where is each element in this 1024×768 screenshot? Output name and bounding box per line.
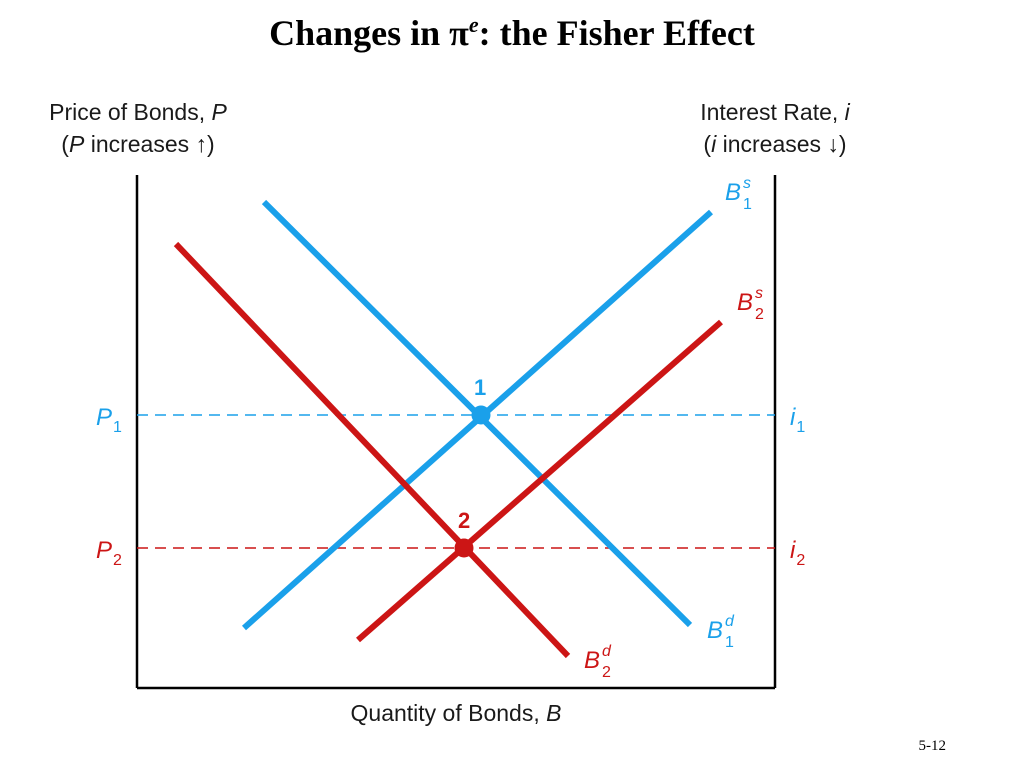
equilibrium-point-1: [471, 405, 491, 425]
svg-text:d: d: [602, 643, 612, 660]
svg-text:2: 2: [602, 664, 611, 681]
slide-number: 5-12: [918, 738, 947, 754]
equilibrium-point-2: [454, 538, 474, 558]
svg-text:B: B: [737, 289, 753, 316]
b1d-label: B d 1: [707, 613, 735, 651]
p2-label: P2: [96, 537, 122, 569]
p1-label: P1: [96, 404, 122, 436]
quantity-axis-title: Quantity of Bonds, B: [350, 700, 562, 726]
svg-text:B: B: [707, 617, 723, 644]
i1-label: i1: [790, 404, 805, 436]
equilibrium-label-1: 1: [474, 375, 486, 400]
equilibrium-label-2: 2: [458, 508, 470, 533]
interest-rate-axis-title: Interest Rate, i (i increases ↓): [700, 99, 850, 157]
svg-text:1: 1: [725, 634, 734, 651]
b2d-label: B d 2: [584, 643, 612, 681]
svg-text:s: s: [755, 285, 763, 302]
price-axis-title: Price of Bonds, P (P increases ↑): [49, 99, 227, 157]
svg-text:B: B: [725, 179, 741, 206]
demand-curve-b2d: [173, 241, 571, 659]
svg-text:1: 1: [743, 196, 752, 213]
svg-text:2: 2: [755, 306, 764, 323]
supply-curve-b2s: [356, 319, 723, 643]
svg-text:B: B: [584, 647, 600, 674]
b1s-label: B s 1: [725, 175, 752, 213]
svg-text:s: s: [743, 175, 751, 192]
svg-text:d: d: [725, 613, 735, 630]
i2-label: i2: [790, 537, 805, 569]
slide-title: Changes in πe: the Fisher Effect: [269, 12, 755, 53]
b2s-label: B s 2: [737, 285, 764, 323]
